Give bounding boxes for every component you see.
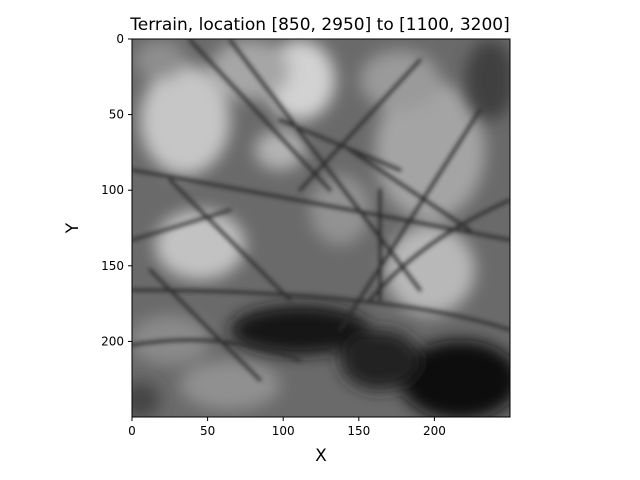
y-tick-label: 200 — [101, 334, 124, 348]
x-tick-label: 0 — [128, 424, 136, 438]
y-tick-label: 0 — [116, 32, 124, 46]
y-axis-label: Y — [63, 222, 83, 234]
terrain-image — [132, 39, 510, 417]
chart-title: Terrain, location [850, 2950] to [1100, … — [129, 15, 509, 35]
x-tick-label: 200 — [423, 424, 446, 438]
y-tick-label: 100 — [101, 183, 124, 197]
dark-regions — [132, 40, 510, 417]
y-tick-label: 150 — [101, 259, 124, 273]
x-tick-label: 150 — [347, 424, 370, 438]
ridge-lines — [132, 39, 510, 382]
y-axis-ticks: 0 50 100 150 200 — [101, 32, 132, 348]
plot-frame — [131, 38, 511, 418]
x-axis-label: X — [315, 446, 327, 466]
x-axis-ticks: 0 50 100 150 200 — [128, 417, 446, 438]
light-regions — [132, 40, 485, 410]
x-tick-label: 50 — [200, 424, 215, 438]
axes: 0 50 100 150 200 0 50 100 150 200 — [101, 32, 511, 438]
x-tick-label: 100 — [272, 424, 295, 438]
y-tick-label: 50 — [109, 108, 124, 122]
